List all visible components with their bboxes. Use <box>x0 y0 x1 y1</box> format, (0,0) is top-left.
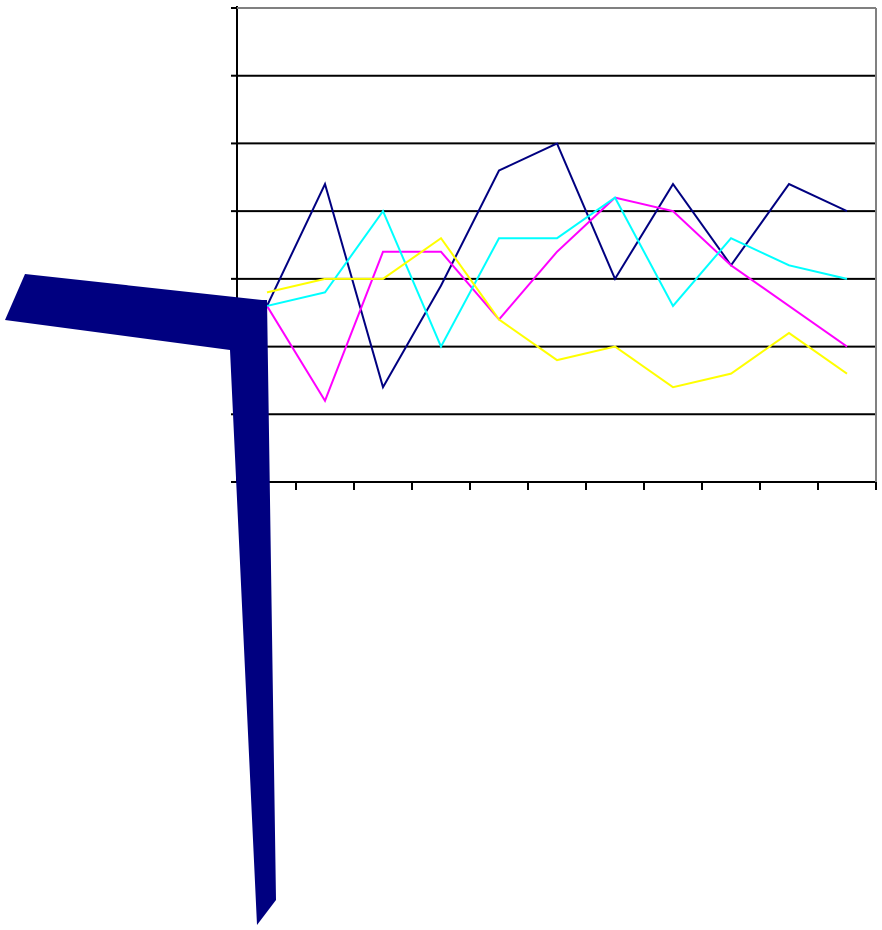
series-line-3 <box>266 196 848 349</box>
plot-border <box>237 7 877 482</box>
series-line-1 <box>266 142 848 390</box>
x-axis <box>237 481 877 490</box>
decoration <box>5 274 276 925</box>
series-lines <box>266 142 848 403</box>
series-line-2 <box>266 196 848 403</box>
gridlines <box>237 74 876 416</box>
bent-arrow-icon <box>5 274 276 925</box>
series-line-4 <box>266 236 848 389</box>
